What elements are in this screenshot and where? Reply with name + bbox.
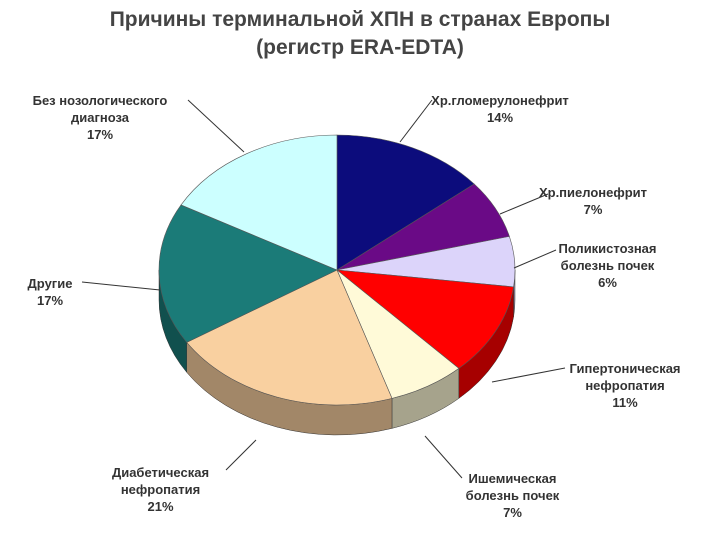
leader-line (81, 281, 161, 291)
category-label: Гипертоническая нефропатия (569, 361, 681, 393)
slice-side-shade (513, 270, 516, 317)
value-label: 7% (583, 202, 603, 217)
slice-side-shade (186, 342, 393, 435)
slice-label: Ишемическая болезнь почек 7% (455, 470, 570, 521)
slice-label: Диабетическая нефропатия 21% (98, 464, 223, 515)
value-label: 11% (612, 395, 638, 410)
leader-line (225, 439, 257, 471)
leader-line (499, 193, 549, 215)
leader-line (399, 99, 433, 143)
chart-subtitle: (регистр ERA-EDTA) (256, 36, 464, 59)
leader-line (513, 249, 557, 269)
slice (336, 269, 514, 369)
slice (180, 134, 338, 271)
slice-side-shade (392, 368, 459, 429)
leader-line (424, 435, 463, 479)
value-label: 21% (147, 499, 174, 514)
slice-label: Другие 17% (15, 275, 85, 309)
category-label: Ишемическая болезнь почек (465, 471, 560, 503)
chart-title: Причины терминальной ХПН в странах Европ… (109, 8, 611, 31)
slice (186, 269, 393, 406)
category-label: Без нозологического диагноза (32, 93, 168, 125)
category-label: Другие (27, 276, 73, 291)
category-label: Поликистозная болезнь почек (558, 241, 657, 273)
value-label: 6% (598, 275, 617, 290)
slice-label: Без нозологического диагноза 17% (20, 92, 180, 143)
value-label: 17% (36, 293, 64, 308)
value-label: 17% (86, 127, 114, 142)
category-label: Хр.гломерулонефрит (431, 93, 569, 108)
slice-side-shade (159, 270, 187, 373)
slice-side-shade (458, 286, 514, 399)
leader-line (491, 367, 566, 383)
slice-label: Хр.гломерулонефрит 14% (415, 92, 585, 126)
slice (158, 204, 338, 343)
leader-line (187, 99, 245, 153)
value-label: 7% (503, 505, 522, 520)
slice-label: Хр.пиелонефрит 7% (528, 184, 658, 218)
slice (336, 134, 475, 271)
slice-label: Поликистозная болезнь почек 6% (545, 240, 670, 291)
value-label: 14% (486, 110, 514, 125)
category-label: Диабетическая нефропатия (111, 465, 210, 497)
category-label: Хр.пиелонефрит (538, 185, 648, 200)
slice-label: Гипертоническая нефропатия 11% (560, 360, 690, 411)
